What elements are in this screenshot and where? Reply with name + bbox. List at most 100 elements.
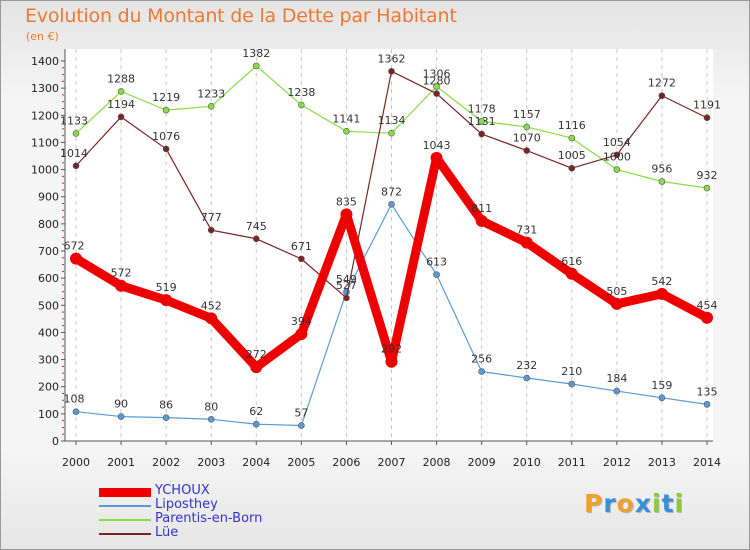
data-label-parentis-en-born: 1178	[468, 102, 496, 115]
y-tick-label: 900	[38, 191, 59, 204]
x-tick-label: 2008	[423, 456, 451, 469]
data-label-liposthey: 232	[516, 359, 537, 372]
data-point-lue	[478, 130, 485, 138]
data-label-lue: 1280	[423, 75, 451, 88]
data-label-ychoux: 519	[156, 281, 177, 294]
legend-swatch	[99, 505, 151, 507]
data-label-parentis-en-born: 1219	[152, 91, 180, 104]
x-tick-label: 2004	[242, 456, 270, 469]
y-tick-label: 300	[38, 354, 59, 367]
data-point-parentis-en-born	[388, 129, 395, 137]
x-tick-label: 2010	[513, 456, 541, 469]
logo-letter: o	[616, 489, 635, 518]
data-label-lue: 1362	[378, 52, 406, 65]
y-tick-label: 200	[38, 381, 59, 394]
data-label-liposthey: 86	[159, 399, 173, 412]
data-label-ychoux: 731	[516, 224, 537, 237]
data-point-parentis-en-born	[433, 83, 440, 90]
data-point-lue	[343, 294, 350, 302]
data-point-liposthey	[703, 401, 711, 408]
x-tick-label: 2009	[468, 456, 496, 469]
x-tick-label: 2005	[287, 456, 315, 469]
data-label-lue: 671	[291, 240, 312, 253]
data-label-parentis-en-born: 1134	[378, 114, 406, 127]
y-tick-label: 800	[38, 218, 59, 231]
data-point-liposthey	[252, 420, 260, 428]
x-tick-label: 2007	[378, 456, 406, 469]
data-point-parentis-en-born	[72, 130, 80, 137]
data-point-ychoux	[520, 236, 533, 249]
data-label-liposthey: 90	[114, 398, 128, 411]
data-label-lue: 1194	[107, 98, 135, 111]
y-tick-label: 400	[38, 326, 59, 339]
data-point-ychoux	[475, 214, 488, 227]
data-label-ychoux: 272	[246, 348, 267, 361]
data-point-lue	[252, 235, 260, 243]
data-label-ychoux: 292	[381, 343, 402, 356]
x-tick-label: 2001	[107, 456, 135, 469]
data-point-liposthey	[388, 201, 395, 208]
data-label-liposthey: 80	[204, 400, 218, 413]
data-point-liposthey	[658, 394, 666, 402]
data-point-parentis-en-born	[658, 178, 666, 185]
logo-letter: i	[674, 489, 685, 518]
data-point-ychoux	[655, 287, 668, 300]
data-label-liposthey: 57	[294, 407, 308, 420]
data-point-liposthey	[478, 368, 485, 375]
data-point-liposthey	[568, 380, 576, 388]
data-label-ychoux: 454	[697, 299, 718, 312]
data-point-lue	[523, 147, 531, 154]
legend-label: Parentis-en-Born	[155, 511, 263, 526]
logo-letter: i	[652, 489, 662, 518]
legend-label: Lüe	[155, 525, 179, 540]
data-label-parentis-en-born: 1157	[513, 108, 541, 121]
chart-title: Evolution du Montant de la Dette par Hab…	[25, 5, 457, 27]
data-label-ychoux: 1043	[423, 139, 451, 152]
data-point-liposthey	[433, 271, 440, 278]
x-tick-label: 2003	[197, 456, 225, 469]
data-label-parentis-en-born: 1288	[107, 72, 135, 85]
x-tick-label: 2014	[693, 456, 721, 469]
data-label-parentis-en-born: 956	[651, 163, 672, 176]
legend-swatch	[99, 519, 151, 521]
logo-letter: r	[603, 489, 617, 518]
data-label-lue: 1131	[468, 115, 496, 128]
data-point-ychoux	[430, 151, 443, 164]
y-tick-label: 500	[38, 299, 59, 312]
y-tick-label: 700	[38, 245, 59, 258]
data-point-ychoux	[701, 311, 713, 324]
data-label-lue: 1272	[648, 77, 676, 90]
data-point-liposthey	[523, 374, 531, 382]
data-point-ychoux	[565, 267, 578, 280]
data-point-ychoux	[160, 294, 173, 307]
y-tick-label: 1100	[31, 136, 59, 149]
logo-letter: x	[634, 489, 652, 518]
data-point-lue	[568, 164, 576, 172]
data-label-ychoux: 394	[291, 315, 312, 328]
data-point-ychoux	[115, 279, 128, 292]
x-tick-label: 2002	[152, 456, 180, 469]
x-tick-label: 2000	[62, 456, 90, 469]
data-point-lue	[72, 162, 80, 170]
data-point-liposthey	[613, 387, 621, 395]
data-label-liposthey: 256	[471, 353, 492, 366]
proxiti-logo: Proxiti	[584, 489, 684, 518]
data-point-parentis-en-born	[162, 106, 170, 114]
data-label-liposthey: 872	[381, 185, 402, 198]
data-point-lue	[703, 114, 711, 122]
data-point-liposthey	[117, 413, 125, 420]
x-tick-label: 2006	[332, 456, 360, 469]
x-tick-label: 2012	[603, 456, 631, 469]
data-point-lue	[207, 226, 215, 234]
data-point-parentis-en-born	[568, 134, 576, 142]
data-point-liposthey	[298, 422, 305, 429]
data-label-lue: 1070	[513, 132, 541, 145]
data-point-liposthey	[207, 415, 215, 423]
data-label-lue: 745	[246, 220, 267, 233]
x-tick-label: 2011	[558, 456, 586, 469]
data-label-lue: 1014	[60, 147, 88, 160]
data-point-lue	[162, 145, 170, 153]
data-label-ychoux: 616	[561, 255, 582, 268]
